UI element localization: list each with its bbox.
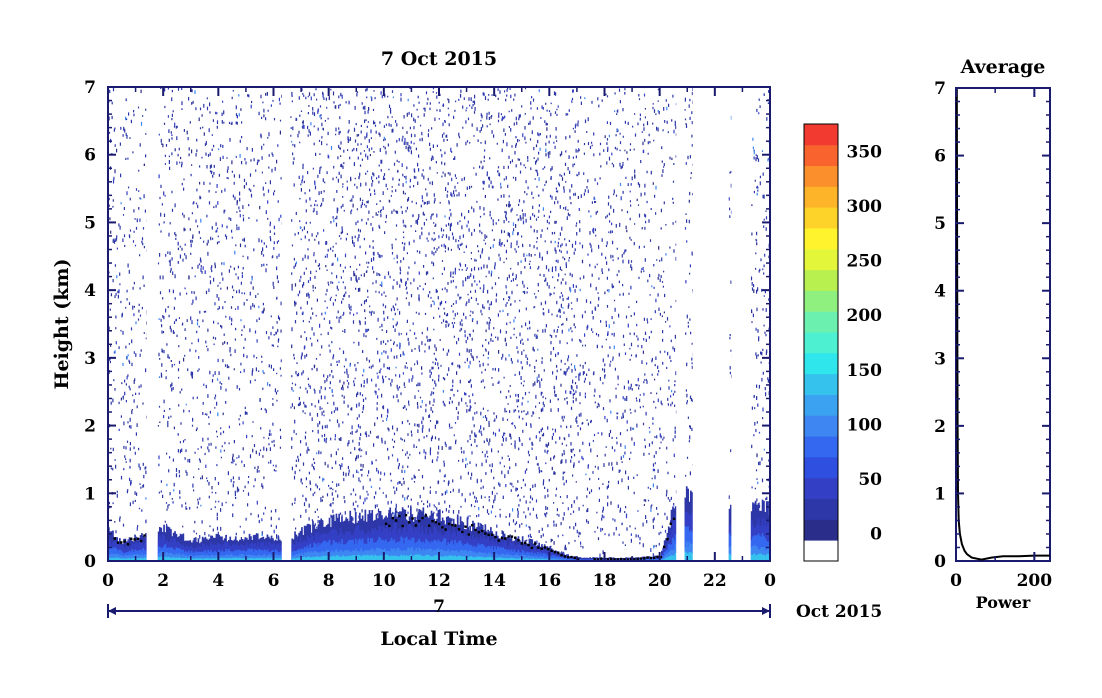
avg-y-tick-label: 6	[934, 147, 946, 167]
date-axis: 7 Oct 2015	[107, 597, 882, 622]
colorbar-cell	[804, 165, 838, 187]
main-x-axis: 0 2 4 6 8 10 12 14 16 18 20 22 0	[102, 87, 776, 591]
x-tick-label: 4	[212, 571, 224, 591]
y-tick-label: 7	[84, 78, 96, 98]
colorbar-cell	[804, 228, 838, 250]
avg-y-tick-label: 1	[934, 484, 946, 504]
avg-y-tick-label: 4	[934, 282, 946, 302]
colorbar-cell	[804, 269, 838, 291]
x-tick-label: 20	[648, 571, 672, 591]
data-gap	[676, 87, 685, 561]
y-tick-label: 1	[84, 484, 96, 504]
x-tick-label: 2	[157, 571, 169, 591]
avg-y-tick-label: 7	[934, 79, 946, 99]
data-gap	[692, 87, 729, 561]
colorbar-label: 150	[847, 361, 883, 381]
y-tick-label: 3	[84, 349, 96, 369]
colorbar-cell	[804, 477, 838, 499]
colorbar-cells	[804, 124, 838, 562]
main-plot-frame	[107, 86, 771, 562]
avg-x-tick-label: 0	[950, 571, 962, 591]
average-profile-series	[955, 87, 1050, 561]
x-tick-label: 0	[764, 571, 776, 591]
colorbar-cell	[804, 436, 838, 458]
colorbar-cell	[804, 456, 838, 479]
y-tick-label: 0	[84, 552, 96, 572]
colorbar: 0 50 100 150 200 250 300 350	[803, 123, 883, 562]
colorbar-cell	[804, 415, 838, 437]
noise-speckle-layer	[108, 89, 770, 561]
x-tick-label: 0	[102, 571, 114, 591]
average-profile-line	[955, 87, 982, 561]
date-day-label: 7	[433, 597, 445, 617]
colorbar-cell	[804, 519, 838, 541]
colorbar-cell	[804, 248, 838, 271]
x-tick-label: 12	[427, 571, 451, 591]
average-plot-frame	[955, 87, 1051, 562]
noise-speckle	[108, 87, 770, 561]
x-tick-label: 8	[323, 571, 335, 591]
colorbar-label: 300	[847, 197, 883, 217]
date-month-label: Oct 2015	[796, 602, 882, 622]
colorbar-cell	[804, 207, 838, 229]
colorbar-frame	[803, 123, 839, 562]
avg-x-tick-label: 200	[1017, 571, 1053, 591]
chart-title: 7 Oct 2015	[381, 48, 497, 70]
x-tick-label: 16	[537, 571, 561, 591]
data-gap	[146, 87, 158, 561]
data-gap	[731, 87, 751, 561]
colorbar-cell	[804, 144, 838, 167]
x-tick-label: 18	[593, 571, 617, 591]
x-tick-label: 14	[482, 571, 506, 591]
data-gap	[281, 87, 291, 561]
x-tick-label: 10	[372, 571, 396, 591]
colorbar-cell	[804, 124, 838, 146]
main-y-axis-label: Height (km)	[51, 259, 73, 390]
main-y-axis: 0 1 2 3 4 5 6 7	[84, 78, 770, 572]
colorbar-cell	[804, 311, 838, 333]
colorbar-cell	[804, 540, 838, 562]
main-x-axis-label: Local Time	[380, 628, 497, 650]
avg-y-tick-label: 5	[934, 214, 946, 234]
average-x-axis-label: Power	[976, 593, 1031, 612]
average-title: Average	[960, 56, 1046, 78]
colorbar-labels: 0 50 100 150 200 250 300 350	[847, 142, 883, 544]
boundary-layer-band	[108, 511, 770, 561]
colorbar-label: 350	[847, 142, 883, 162]
colorbar-cell	[804, 332, 838, 354]
colorbar-cell	[804, 352, 838, 375]
colorbar-label: 100	[847, 415, 883, 435]
y-tick-label: 6	[84, 146, 96, 166]
x-tick-label: 22	[703, 571, 727, 591]
noise-speckle-layer	[109, 89, 770, 561]
data-gap-columns	[146, 87, 751, 561]
colorbar-label: 0	[870, 525, 882, 545]
colorbar-cell	[804, 290, 838, 312]
colorbar-label: 250	[847, 252, 883, 272]
average-profile-line	[981, 554, 1050, 561]
average-profile-panel: Average 0 1 2 3 4 5 6 7 0 200 Power	[934, 56, 1052, 612]
average-x-axis: 0 200	[950, 88, 1052, 591]
x-tick-label: 6	[268, 571, 280, 591]
colorbar-cell	[804, 373, 838, 395]
y-tick-label: 4	[84, 281, 96, 301]
avg-y-tick-label: 3	[934, 349, 946, 369]
avg-y-tick-label: 0	[934, 552, 946, 572]
colorbar-cell	[804, 394, 838, 416]
colorbar-label: 50	[858, 470, 882, 490]
avg-y-tick-label: 2	[934, 417, 946, 437]
colorbar-cell	[804, 186, 838, 208]
y-tick-label: 5	[84, 213, 96, 233]
colorbar-label: 200	[847, 306, 883, 326]
noise-speckle-layer	[108, 87, 770, 561]
y-tick-label: 2	[84, 417, 96, 437]
colorbar-cell	[804, 498, 838, 520]
average-y-axis: 0 1 2 3 4 5 6 7	[934, 79, 1050, 572]
